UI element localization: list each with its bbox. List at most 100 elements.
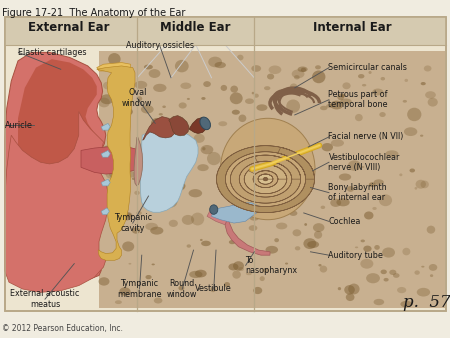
Ellipse shape: [363, 246, 372, 252]
Ellipse shape: [219, 209, 224, 213]
Ellipse shape: [230, 92, 243, 104]
Ellipse shape: [379, 194, 392, 206]
Ellipse shape: [326, 104, 333, 108]
Ellipse shape: [141, 178, 149, 182]
Ellipse shape: [128, 171, 135, 177]
Ellipse shape: [331, 139, 344, 147]
Text: Round
window: Round window: [167, 279, 198, 299]
Ellipse shape: [360, 259, 374, 269]
Ellipse shape: [383, 278, 389, 282]
Text: Middle Ear: Middle Ear: [161, 21, 231, 34]
Ellipse shape: [252, 65, 261, 72]
Ellipse shape: [399, 173, 402, 176]
Ellipse shape: [389, 270, 396, 275]
Ellipse shape: [201, 241, 211, 246]
Ellipse shape: [145, 223, 158, 230]
Text: © 2012 Pearson Education, Inc.: © 2012 Pearson Education, Inc.: [2, 324, 123, 333]
Bar: [4, 17, 446, 311]
Ellipse shape: [106, 171, 117, 178]
Ellipse shape: [227, 165, 240, 177]
Ellipse shape: [277, 147, 288, 156]
Ellipse shape: [358, 74, 365, 78]
Ellipse shape: [252, 92, 254, 94]
Ellipse shape: [263, 177, 268, 181]
Ellipse shape: [189, 271, 202, 278]
Text: Internal Ear: Internal Ear: [313, 21, 392, 34]
Ellipse shape: [163, 195, 177, 208]
Ellipse shape: [142, 170, 153, 180]
Ellipse shape: [414, 270, 420, 275]
Ellipse shape: [410, 168, 415, 172]
Ellipse shape: [249, 225, 257, 231]
Bar: [4, 17, 446, 45]
Ellipse shape: [307, 241, 319, 248]
Polygon shape: [97, 66, 135, 260]
Ellipse shape: [364, 212, 373, 219]
Ellipse shape: [246, 210, 255, 216]
Ellipse shape: [122, 161, 126, 165]
Ellipse shape: [229, 263, 238, 270]
Text: Tympanic
membrane: Tympanic membrane: [117, 279, 162, 299]
Polygon shape: [101, 150, 110, 157]
Ellipse shape: [122, 241, 134, 251]
Ellipse shape: [128, 263, 131, 265]
Text: Petrous part of
temporal bone: Petrous part of temporal bone: [328, 90, 388, 110]
Ellipse shape: [281, 179, 284, 182]
Ellipse shape: [132, 177, 136, 180]
Ellipse shape: [301, 68, 306, 72]
Ellipse shape: [238, 115, 246, 122]
Ellipse shape: [428, 98, 438, 106]
Ellipse shape: [402, 248, 410, 255]
Ellipse shape: [285, 263, 288, 265]
Ellipse shape: [207, 152, 220, 165]
Ellipse shape: [256, 104, 267, 111]
Ellipse shape: [342, 82, 351, 89]
Ellipse shape: [150, 227, 163, 235]
Ellipse shape: [338, 287, 341, 290]
Ellipse shape: [266, 246, 278, 254]
Ellipse shape: [417, 288, 430, 296]
Ellipse shape: [381, 269, 387, 274]
Ellipse shape: [210, 205, 218, 214]
Ellipse shape: [286, 99, 300, 113]
Text: Cochlea: Cochlea: [328, 217, 361, 226]
Ellipse shape: [202, 147, 206, 150]
Ellipse shape: [182, 215, 194, 225]
Polygon shape: [216, 146, 315, 213]
Ellipse shape: [237, 55, 243, 61]
Text: External Ear: External Ear: [27, 21, 109, 34]
Ellipse shape: [109, 167, 121, 178]
Ellipse shape: [126, 158, 129, 161]
Polygon shape: [207, 208, 228, 225]
Ellipse shape: [372, 89, 383, 95]
Ellipse shape: [366, 273, 380, 283]
Ellipse shape: [374, 179, 384, 185]
Ellipse shape: [369, 182, 376, 187]
Ellipse shape: [330, 199, 341, 207]
Ellipse shape: [115, 300, 122, 304]
Polygon shape: [4, 52, 106, 282]
Polygon shape: [143, 117, 176, 140]
Ellipse shape: [253, 287, 262, 294]
Ellipse shape: [229, 240, 236, 244]
Ellipse shape: [254, 94, 259, 98]
Ellipse shape: [379, 112, 386, 117]
Ellipse shape: [274, 238, 279, 242]
Ellipse shape: [150, 140, 161, 149]
Ellipse shape: [322, 143, 333, 151]
Text: Vestibulocochlear
nerve (N VIII): Vestibulocochlear nerve (N VIII): [328, 152, 400, 172]
Ellipse shape: [136, 211, 142, 215]
Ellipse shape: [162, 105, 166, 108]
Ellipse shape: [337, 198, 350, 206]
Ellipse shape: [400, 301, 413, 308]
Ellipse shape: [125, 108, 133, 115]
Ellipse shape: [425, 91, 436, 99]
Ellipse shape: [312, 71, 325, 83]
Polygon shape: [230, 155, 301, 203]
Ellipse shape: [155, 198, 162, 205]
Ellipse shape: [292, 69, 305, 78]
Text: To
nasopharynx: To nasopharynx: [245, 256, 297, 275]
Ellipse shape: [386, 150, 398, 157]
Ellipse shape: [404, 127, 417, 136]
Ellipse shape: [233, 261, 244, 271]
